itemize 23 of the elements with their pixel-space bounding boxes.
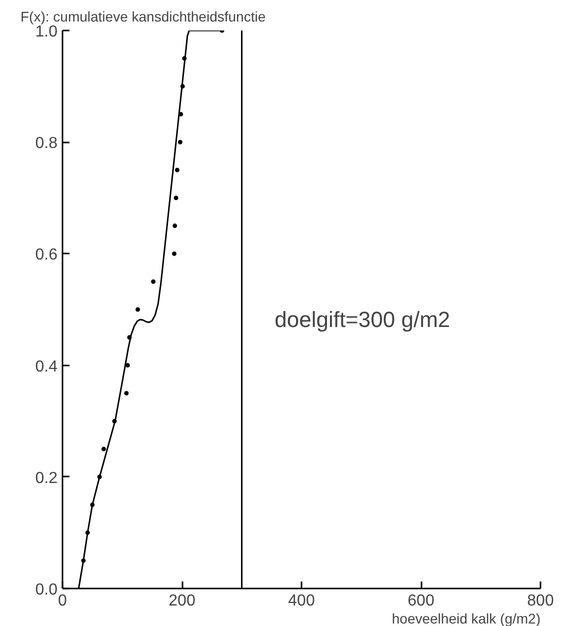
y-axis-title: F(x): cumulatieve kansdichtheidsfunctie [20,8,266,24]
point [178,140,182,144]
x-tick-label: 600 [408,592,434,610]
y-tick-label: 1.0 [35,24,58,40]
y-tick-label: 0.6 [35,246,58,264]
point [174,168,180,172]
point [101,446,106,452]
x-tick-label: 400 [288,592,315,610]
point [172,224,178,228]
point [172,251,176,256]
x-tick-label: 800 [527,592,554,610]
point [124,390,129,396]
annotation: doelgift=300 g/m2 [274,306,450,332]
y-tick-label: 0.0 [35,582,58,598]
point [151,279,156,284]
x-tick-label: 0 [58,592,68,610]
y-tick-label: 0.2 [35,470,58,487]
y-tick-label: 0.8 [35,135,58,152]
x-tick-label: 200 [168,592,196,610]
point [174,196,178,200]
point [136,307,140,312]
point [125,363,130,368]
y-tick-label: 0.4 [35,358,58,376]
